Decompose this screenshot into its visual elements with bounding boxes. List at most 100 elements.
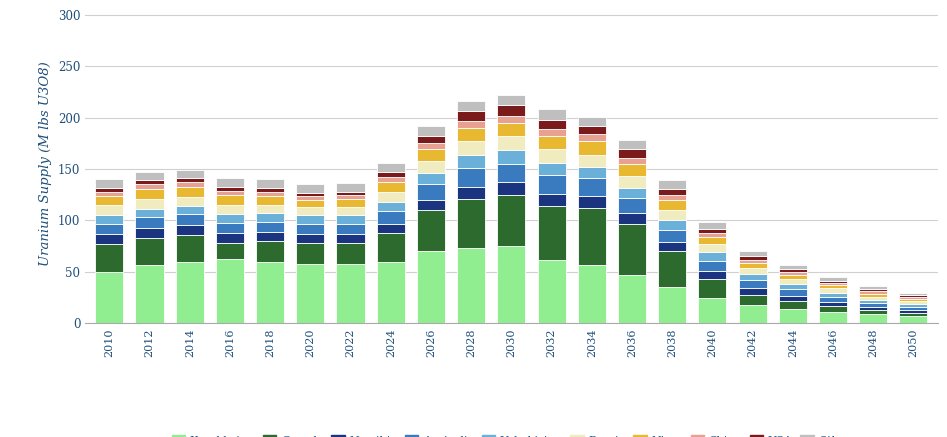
Bar: [377, 202, 405, 211]
Bar: [216, 191, 244, 195]
Bar: [698, 233, 726, 237]
Bar: [578, 126, 606, 134]
Bar: [859, 289, 887, 291]
Bar: [859, 294, 887, 297]
Bar: [176, 197, 204, 206]
Bar: [296, 207, 325, 215]
Bar: [216, 205, 244, 214]
Bar: [578, 178, 606, 196]
Bar: [617, 149, 646, 158]
Bar: [497, 246, 526, 323]
Bar: [336, 207, 365, 215]
Bar: [497, 105, 526, 115]
Bar: [778, 309, 807, 323]
Bar: [900, 316, 927, 323]
Bar: [336, 192, 365, 195]
Bar: [336, 224, 365, 234]
Bar: [698, 279, 726, 298]
Bar: [336, 184, 365, 192]
Bar: [417, 173, 445, 184]
Bar: [96, 205, 123, 215]
Bar: [377, 211, 405, 224]
Bar: [658, 242, 687, 251]
Bar: [135, 228, 164, 238]
Bar: [538, 163, 565, 175]
Bar: [538, 109, 565, 120]
Bar: [578, 141, 606, 155]
Bar: [417, 136, 445, 143]
Bar: [819, 277, 847, 281]
Bar: [578, 155, 606, 167]
Bar: [216, 233, 244, 243]
Bar: [538, 136, 565, 149]
Bar: [497, 95, 526, 105]
Bar: [538, 129, 565, 136]
Bar: [538, 175, 565, 194]
Bar: [417, 143, 445, 149]
Bar: [336, 195, 365, 199]
Bar: [578, 208, 606, 265]
Bar: [778, 269, 807, 272]
Bar: [778, 265, 807, 269]
Bar: [256, 192, 284, 196]
Bar: [256, 205, 284, 213]
Bar: [176, 170, 204, 178]
Bar: [216, 222, 244, 233]
Bar: [135, 217, 164, 228]
Bar: [658, 180, 687, 189]
Bar: [256, 241, 284, 262]
Bar: [497, 195, 526, 246]
Bar: [497, 182, 526, 195]
Bar: [176, 262, 204, 323]
Bar: [739, 274, 767, 280]
Bar: [96, 215, 123, 224]
Bar: [658, 288, 687, 323]
Bar: [859, 291, 887, 294]
Bar: [135, 189, 164, 199]
Bar: [778, 272, 807, 275]
Bar: [617, 213, 646, 224]
Bar: [377, 177, 405, 182]
Bar: [336, 199, 365, 207]
Bar: [176, 214, 204, 225]
Bar: [778, 301, 807, 309]
Bar: [900, 295, 927, 297]
Bar: [819, 297, 847, 302]
Bar: [819, 285, 847, 288]
Bar: [457, 199, 485, 248]
Bar: [216, 187, 244, 191]
Bar: [216, 259, 244, 323]
Bar: [497, 123, 526, 136]
Bar: [819, 292, 847, 297]
Bar: [377, 182, 405, 192]
Bar: [739, 251, 767, 257]
Bar: [457, 168, 485, 187]
Bar: [96, 234, 123, 244]
Bar: [698, 237, 726, 244]
Bar: [417, 184, 445, 200]
Bar: [658, 210, 687, 221]
Bar: [96, 224, 123, 234]
Bar: [778, 289, 807, 295]
Bar: [819, 306, 847, 312]
Bar: [658, 230, 687, 242]
Bar: [578, 196, 606, 208]
Bar: [336, 264, 365, 323]
Bar: [819, 281, 847, 283]
Bar: [778, 284, 807, 289]
Bar: [819, 288, 847, 292]
Bar: [296, 193, 325, 196]
Bar: [417, 251, 445, 323]
Bar: [778, 279, 807, 284]
Bar: [859, 303, 887, 307]
Bar: [819, 302, 847, 306]
Bar: [417, 210, 445, 251]
Bar: [578, 167, 606, 178]
Bar: [900, 297, 927, 298]
Bar: [617, 224, 646, 275]
Bar: [497, 136, 526, 150]
Bar: [96, 272, 123, 323]
Bar: [457, 101, 485, 111]
Bar: [96, 187, 123, 192]
Bar: [296, 184, 325, 193]
